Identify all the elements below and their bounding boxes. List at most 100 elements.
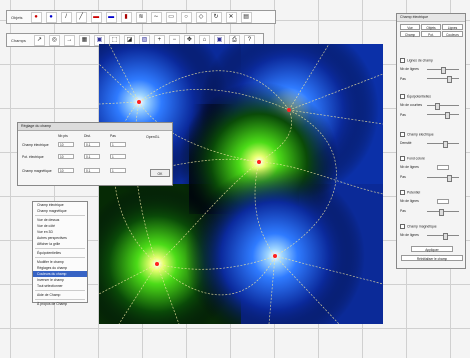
menu-item[interactable]: Aide de Champ: [37, 293, 61, 297]
slider-knob[interactable]: [447, 76, 452, 83]
slider-track[interactable]: [427, 78, 459, 79]
field-canvas[interactable]: [99, 44, 383, 324]
section-electric-field: Champ électrique Densité: [400, 132, 464, 145]
menu-item[interactable]: Champ électrique: [37, 203, 64, 207]
curve-tool-icon[interactable]: ∼: [150, 11, 162, 23]
field-label: Nb de lignes: [400, 165, 419, 169]
slider-knob[interactable]: [443, 233, 448, 240]
field-line: [138, 70, 290, 111]
potential-map-icon[interactable]: ▦: [78, 34, 90, 46]
dialog-row-label: Pot. électrique: [22, 155, 44, 159]
tab-vue[interactable]: Vue: [400, 24, 420, 30]
charge-top-left: [137, 100, 141, 104]
spinbox[interactable]: [437, 165, 449, 170]
section-checkbox[interactable]: [400, 224, 405, 229]
section-title: Fond coloré: [407, 156, 425, 161]
slider-knob[interactable]: [445, 112, 450, 119]
slider-track[interactable]: [427, 177, 459, 178]
slider-knob[interactable]: [447, 175, 452, 182]
equipotential-icon[interactable]: ◎: [48, 34, 60, 46]
charge-bottom-left: [155, 262, 159, 266]
dialog-header-3: Pas: [110, 134, 116, 138]
field-line: [99, 158, 260, 185]
menu-separator: [35, 215, 85, 216]
vectors-icon[interactable]: →: [63, 34, 75, 46]
menu-item[interactable]: Vue en 3D: [37, 230, 53, 234]
field-line: [156, 255, 276, 296]
field-label: Densité: [400, 141, 412, 145]
section-checkbox[interactable]: [400, 94, 405, 99]
menu-item[interactable]: Vue de dessus: [37, 218, 60, 222]
slider-knob[interactable]: [441, 67, 446, 74]
section-checkbox[interactable]: [400, 190, 405, 195]
tab-couleurs[interactable]: Couleurs: [442, 31, 463, 37]
menu-item[interactable]: Champ magnétique: [37, 209, 67, 213]
dialog-field[interactable]: 0.1: [84, 154, 100, 159]
dialog-field[interactable]: 1: [110, 168, 126, 173]
charge-center: [257, 160, 261, 164]
menu-item[interactable]: Tout sélectionner: [37, 284, 63, 288]
positive-charge-tool-icon[interactable]: ●: [30, 11, 42, 23]
tab-lignes[interactable]: Lignes: [442, 24, 463, 30]
wire-tool-icon[interactable]: ╱: [75, 11, 87, 23]
section-colored-background: Fond coloré Nb de lignes Pas: [400, 156, 464, 179]
ellipse-tool-icon[interactable]: ○: [180, 11, 192, 23]
slider-track[interactable]: [427, 105, 459, 106]
field-line: [288, 109, 383, 125]
menu-item[interactable]: Équipotentielles: [37, 251, 61, 255]
dialog-field[interactable]: 0.1: [84, 142, 100, 147]
menu-item[interactable]: Modifier le champ: [37, 260, 64, 264]
field-line: [138, 89, 290, 111]
field-lines-icon[interactable]: ↗: [33, 34, 45, 46]
dialog-field[interactable]: 1: [110, 142, 126, 147]
menu-item[interactable]: Autres perspectives: [37, 236, 67, 240]
polygon-tool-icon[interactable]: ◇: [195, 11, 207, 23]
charge-bottom-right: [273, 254, 277, 258]
section-magnetic-field: Champ magnétique Nb de lignes: [400, 224, 464, 237]
dialog-ok-button[interactable]: OK: [150, 169, 170, 177]
slider-track[interactable]: [427, 114, 459, 115]
section-checkbox[interactable]: [400, 132, 405, 137]
field-line: [138, 101, 260, 163]
dialog-field[interactable]: 0.1: [84, 168, 100, 173]
coil-tool-icon[interactable]: ≋: [135, 11, 147, 23]
magnet-tool-icon[interactable]: ▮: [120, 11, 132, 23]
slider-knob[interactable]: [443, 141, 448, 148]
menu-item-selected[interactable]: Couleurs du champ: [33, 271, 87, 277]
dialog-field[interactable]: 10: [58, 168, 74, 173]
field-label: Pas: [400, 209, 406, 213]
properties-panel: Champ électrique Vue Objets Lignes Champ…: [396, 13, 466, 269]
menu-item[interactable]: À propos de Champ: [37, 302, 68, 306]
negative-charge-tool-icon[interactable]: ●: [45, 11, 57, 23]
slider-knob[interactable]: [435, 103, 440, 110]
field-line: [99, 263, 158, 295]
dialog-field[interactable]: 10: [58, 142, 74, 147]
field-line: [108, 44, 140, 103]
rotate-tool-icon[interactable]: ↻: [210, 11, 222, 23]
apply-button[interactable]: Appliquer: [411, 246, 453, 252]
blue-plate-tool-icon[interactable]: ▬: [105, 11, 117, 23]
reset-field-button[interactable]: Réinitialiser le champ: [401, 255, 463, 261]
menu-item[interactable]: Réglages du champ: [37, 266, 68, 270]
field-label: Nb de lignes: [400, 233, 419, 237]
glow-bottom-right: [185, 166, 365, 324]
slider-knob[interactable]: [439, 209, 444, 216]
section-field-lines: Lignes de champ Nb de lignes Pas: [400, 58, 464, 81]
delete-tool-icon[interactable]: ✕: [225, 11, 237, 23]
tab-objets[interactable]: Objets: [421, 24, 441, 30]
menu-item[interactable]: Vue de côté: [37, 224, 55, 228]
dialog-field[interactable]: 10: [58, 154, 74, 159]
line-tool-icon[interactable]: /: [60, 11, 72, 23]
tab-pot[interactable]: Pot.: [421, 31, 441, 37]
opengl-label: OpenGL: [146, 135, 160, 139]
menu-item[interactable]: Inverser le champ: [37, 278, 64, 282]
menu-item[interactable]: Afficher la grille: [37, 242, 61, 246]
tab-champ[interactable]: Champ: [400, 31, 420, 37]
dialog-field[interactable]: 1: [110, 154, 126, 159]
red-plate-tool-icon[interactable]: ▬: [90, 11, 102, 23]
section-checkbox[interactable]: [400, 58, 405, 63]
layer-tool-icon[interactable]: ▤: [240, 11, 252, 23]
spinbox[interactable]: [437, 199, 449, 204]
section-checkbox[interactable]: [400, 156, 405, 161]
rectangle-tool-icon[interactable]: ▭: [165, 11, 177, 23]
